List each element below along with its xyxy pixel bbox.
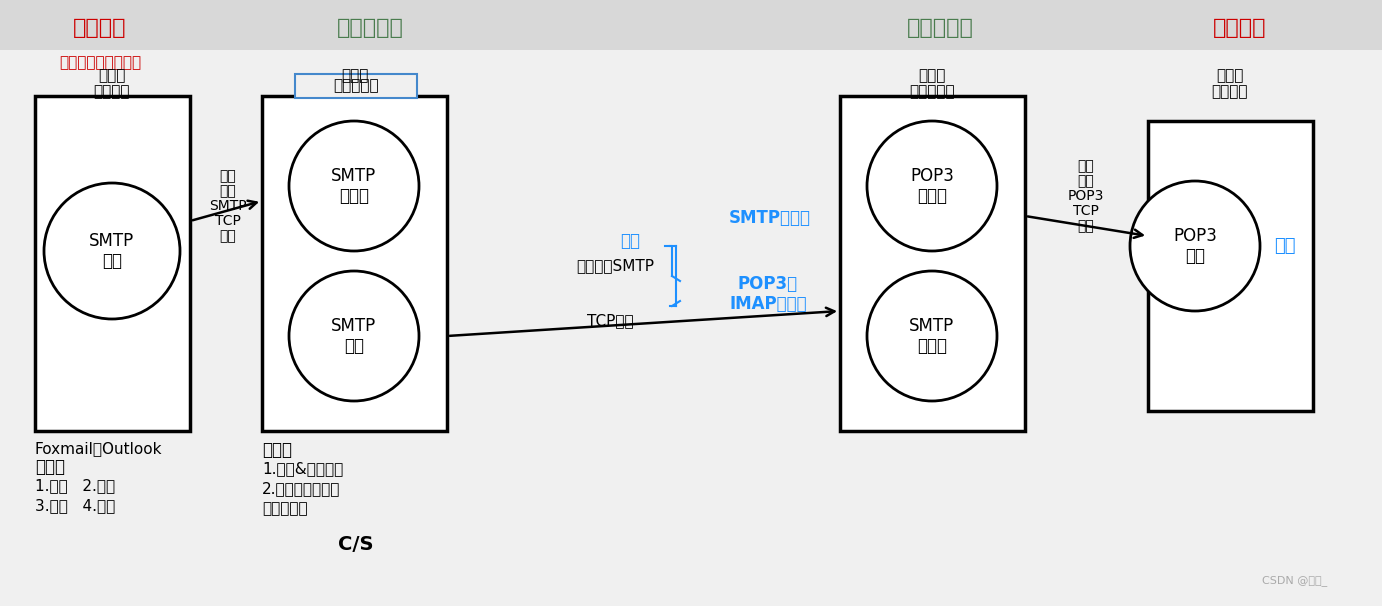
Text: 协议: 协议 xyxy=(621,232,640,250)
Text: 发送方: 发送方 xyxy=(341,68,369,84)
Bar xyxy=(840,96,1025,431)
Text: 电子邮件客户端软件: 电子邮件客户端软件 xyxy=(59,56,141,70)
Text: POP3: POP3 xyxy=(1173,227,1218,245)
Text: SMTP: SMTP xyxy=(332,317,377,335)
Text: 邮件服务器: 邮件服务器 xyxy=(909,84,955,99)
Circle shape xyxy=(289,271,419,401)
Text: 件传送结果: 件传送结果 xyxy=(263,501,308,516)
Text: 协议: 协议 xyxy=(1274,237,1296,255)
Text: SMTP: SMTP xyxy=(909,317,955,335)
Text: 服务器: 服务器 xyxy=(918,337,947,355)
Text: TCP: TCP xyxy=(216,214,240,228)
Text: 3.处理   4.通信: 3.处理 4.通信 xyxy=(35,498,115,513)
Circle shape xyxy=(1130,181,1260,311)
Text: 用户代理: 用户代理 xyxy=(94,84,130,99)
Text: 用户代理: 用户代理 xyxy=(1212,84,1248,99)
Text: POP3: POP3 xyxy=(1068,189,1104,203)
Text: 2.向发件人报告邮: 2.向发件人报告邮 xyxy=(263,481,340,496)
Text: 邮件服务器: 邮件服务器 xyxy=(333,79,379,93)
Text: 发送: 发送 xyxy=(220,169,236,183)
Circle shape xyxy=(44,183,180,319)
Text: 连接: 连接 xyxy=(1078,219,1095,233)
Text: SMTP（发）: SMTP（发） xyxy=(728,209,811,227)
Text: Foxmail、Outlook: Foxmail、Outlook xyxy=(35,441,163,456)
Text: POP3、: POP3、 xyxy=(738,275,797,293)
Text: 服务器: 服务器 xyxy=(918,187,947,205)
Text: 发件人: 发件人 xyxy=(98,68,126,84)
Text: SMTP: SMTP xyxy=(209,199,247,213)
Text: 邮件: 邮件 xyxy=(220,184,236,198)
Text: 1.撰写   2.显示: 1.撰写 2.显示 xyxy=(35,478,115,493)
Text: 服务器: 服务器 xyxy=(339,187,369,205)
Text: 用户代理: 用户代理 xyxy=(73,18,127,38)
Bar xyxy=(1148,121,1313,411)
Text: 连接: 连接 xyxy=(220,229,236,243)
Text: C/S: C/S xyxy=(339,534,373,553)
Text: CSDN @小沐_: CSDN @小沐_ xyxy=(1262,576,1328,587)
Text: 客户: 客户 xyxy=(1184,247,1205,265)
FancyBboxPatch shape xyxy=(294,74,417,98)
Text: 用户代理: 用户代理 xyxy=(1213,18,1267,38)
Circle shape xyxy=(289,121,419,251)
Text: SMTP: SMTP xyxy=(90,232,134,250)
Text: POP3: POP3 xyxy=(911,167,954,185)
Text: 接收方: 接收方 xyxy=(918,68,945,84)
Text: 读取: 读取 xyxy=(1078,159,1095,173)
Bar xyxy=(0,0,1382,50)
Text: 客户: 客户 xyxy=(102,252,122,270)
Text: 1.发送&接收邮件: 1.发送&接收邮件 xyxy=(263,461,343,476)
Text: 发送邮件SMTP: 发送邮件SMTP xyxy=(576,259,654,273)
Circle shape xyxy=(867,121,996,251)
Text: 邮件服务器: 邮件服务器 xyxy=(337,18,404,38)
Text: TCP: TCP xyxy=(1072,204,1099,218)
Text: 功能：: 功能： xyxy=(263,441,292,459)
Text: 客户: 客户 xyxy=(344,337,363,355)
Text: SMTP: SMTP xyxy=(332,167,377,185)
Text: TCP连接: TCP连接 xyxy=(587,313,633,328)
Text: 功能：: 功能： xyxy=(35,458,65,476)
Bar xyxy=(35,96,189,431)
Text: IMAP（收）: IMAP（收） xyxy=(730,295,807,313)
Bar xyxy=(263,96,446,431)
Circle shape xyxy=(867,271,996,401)
Text: 收件人: 收件人 xyxy=(1216,68,1244,84)
Text: 邮件: 邮件 xyxy=(1078,174,1095,188)
Text: 邮件服务器: 邮件服务器 xyxy=(907,18,973,38)
